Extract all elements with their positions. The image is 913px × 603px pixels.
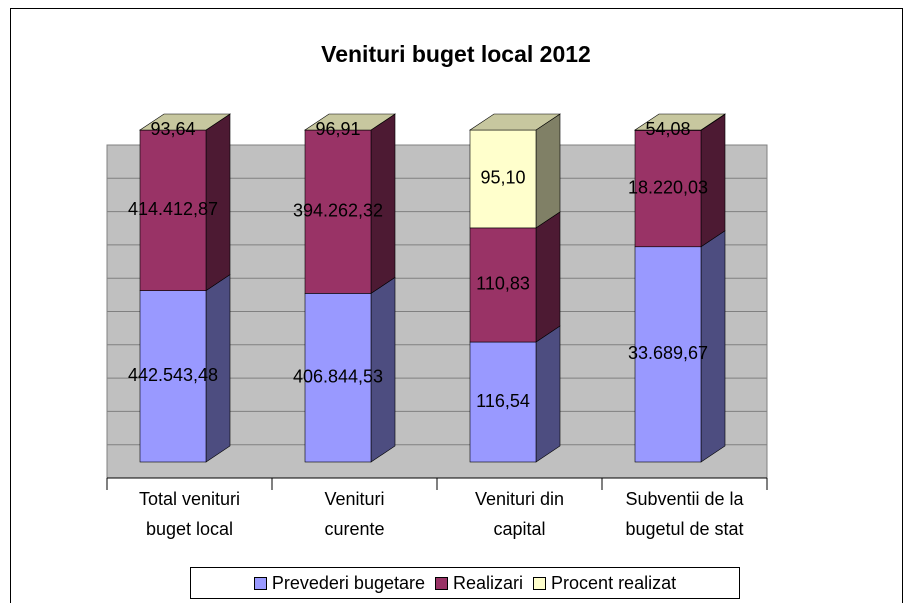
x-tick-label: Total venituri buget local bbox=[138, 489, 241, 539]
bar-side bbox=[535, 211, 561, 343]
data-label: 54,08 bbox=[645, 119, 690, 139]
data-label: 406.844,53 bbox=[293, 366, 383, 386]
bar-side bbox=[535, 325, 561, 463]
legend-swatch bbox=[435, 576, 448, 590]
data-label: 93,64 bbox=[150, 119, 195, 139]
bar-top bbox=[634, 113, 726, 131]
bar bbox=[304, 293, 372, 463]
data-label: 33.689,67 bbox=[628, 343, 708, 363]
legend-label: Procent realizat bbox=[551, 572, 677, 593]
bar bbox=[304, 129, 372, 294]
bar bbox=[469, 129, 537, 229]
data-label: 96,91 bbox=[315, 119, 360, 139]
x-tick-label: Venituri din capital bbox=[474, 489, 565, 539]
legend-label: Realizari bbox=[453, 572, 524, 593]
bar bbox=[634, 246, 702, 463]
data-label: 110,83 bbox=[476, 274, 530, 294]
data-label: 95,10 bbox=[480, 168, 525, 188]
data-label: 116,54 bbox=[476, 391, 530, 411]
data-label: 18.220,03 bbox=[628, 177, 708, 197]
legend-label: Prevederi bugetare bbox=[271, 572, 425, 593]
bar bbox=[139, 290, 207, 463]
legend-item: Realizari bbox=[435, 573, 523, 594]
bar-side bbox=[535, 113, 561, 229]
chart-title: Venituri buget local 2012 bbox=[321, 41, 591, 67]
bar bbox=[634, 130, 702, 248]
legend-swatch bbox=[533, 576, 547, 590]
chart-frame bbox=[10, 8, 903, 603]
data-label: 394.262,32 bbox=[293, 200, 383, 220]
legend-item: Prevederi bugetare bbox=[253, 572, 425, 594]
x-tick-label: Subventii de la bugetul de stat bbox=[625, 489, 744, 539]
x-tick-label: Venituri curente bbox=[324, 489, 385, 539]
legend: Prevederi bugetare Realizari Procent reali… bbox=[190, 567, 740, 599]
legend-swatch bbox=[253, 576, 267, 590]
bar bbox=[469, 227, 537, 343]
bar-top bbox=[139, 113, 231, 131]
bar bbox=[469, 341, 537, 463]
data-label: 414.412,87 bbox=[128, 199, 218, 219]
bar-top bbox=[469, 113, 561, 131]
data-label: 442.543,48 bbox=[128, 365, 218, 385]
legend-item: Procent realizat bbox=[533, 573, 676, 594]
bar-top bbox=[304, 113, 396, 131]
